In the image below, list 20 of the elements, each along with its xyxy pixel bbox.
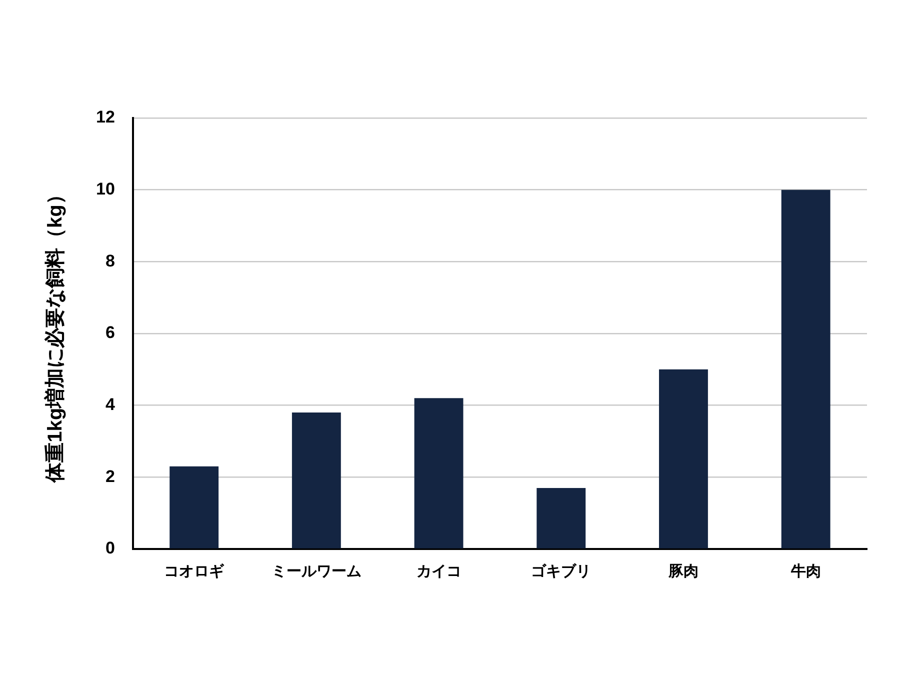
- y-tick-label: 10: [96, 180, 115, 199]
- x-tick-label: ミールワーム: [271, 563, 362, 580]
- bar: [414, 398, 464, 548]
- bar: [781, 190, 830, 548]
- x-tick-label: ゴキブリ: [531, 563, 592, 580]
- y-tick-label: 0: [105, 538, 115, 558]
- y-tick-label: 2: [105, 466, 115, 486]
- y-tick-label: 12: [96, 108, 115, 127]
- x-tick-label: コオロギ: [164, 563, 226, 580]
- y-tick-label: 8: [105, 251, 115, 270]
- bar: [292, 412, 341, 548]
- y-tick-label: 6: [105, 323, 115, 342]
- x-tick-label: 豚肉: [667, 563, 698, 580]
- bar: [659, 369, 708, 548]
- y-axis-title: 体重1kg増加に必要な飼料（kg）: [44, 184, 67, 484]
- x-tick-label: カイコ: [416, 563, 462, 580]
- bar: [536, 488, 586, 548]
- y-tick-label: 4: [105, 395, 116, 414]
- x-tick-label: 牛肉: [790, 563, 821, 580]
- bar: [170, 466, 219, 548]
